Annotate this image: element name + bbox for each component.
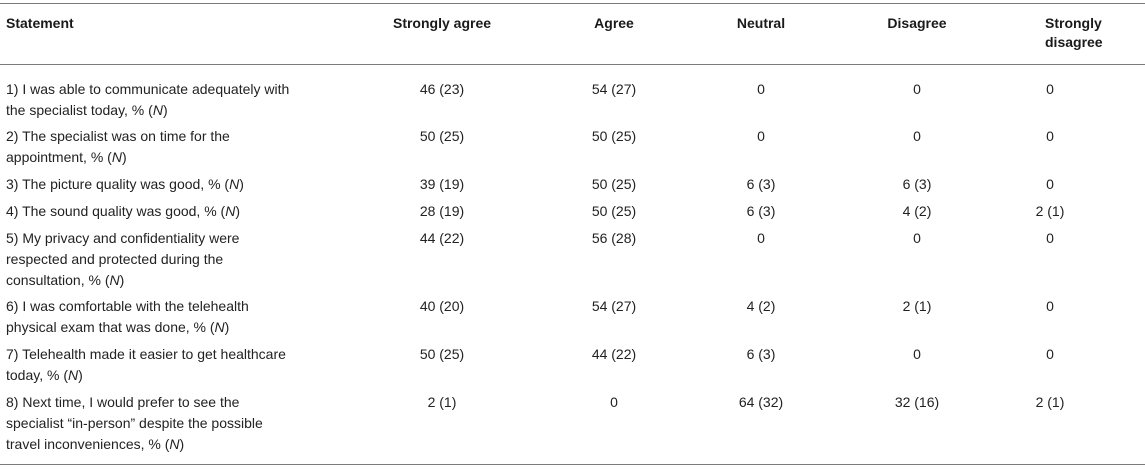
header-strongly-disagree-line1: Strongly [1045, 15, 1102, 31]
strongly-disagree-cell: 0 [1046, 230, 1054, 246]
header-strongly-disagree: Strongly disagree [1045, 14, 1125, 52]
strongly-agree-cell: 46 (23) [419, 81, 465, 97]
header-disagree: Disagree [887, 15, 947, 31]
agree-cell: 50 (25) [591, 176, 637, 192]
strongly-disagree-cell: 0 [1046, 81, 1054, 97]
statement-cell: 8) Next time, I would prefer to see the … [6, 394, 263, 452]
strongly-agree-cell: 28 (19) [419, 203, 465, 219]
strongly-disagree-cell: 0 [1046, 176, 1054, 192]
agree-cell: 50 (25) [591, 203, 637, 219]
disagree-cell: 0 [913, 128, 921, 144]
strongly-disagree-cell: 2 (1) [1035, 203, 1065, 219]
statement-cell: 3) The picture quality was good, % (N) [6, 176, 244, 192]
neutral-cell: 0 [757, 128, 765, 144]
statement-cell: 2) The specialist was on time for the ap… [6, 128, 230, 165]
neutral-cell: 64 (32) [738, 394, 784, 410]
top-rule [0, 3, 1145, 4]
disagree-cell: 0 [913, 346, 921, 362]
statement-cell: 7) Telehealth made it easier to get heal… [6, 346, 286, 383]
bottom-rule [0, 464, 1145, 465]
strongly-agree-cell: 50 (25) [419, 128, 465, 144]
agree-cell: 54 (27) [591, 81, 637, 97]
agree-cell: 54 (27) [591, 298, 637, 314]
header-rule [0, 64, 1145, 65]
strongly-agree-cell: 2 (1) [427, 394, 457, 410]
statement-cell: 5) My privacy and confidentiality were r… [6, 230, 240, 288]
agree-cell: 0 [610, 394, 618, 410]
disagree-cell: 32 (16) [894, 394, 940, 410]
neutral-cell: 6 (3) [746, 346, 776, 362]
strongly-agree-cell: 39 (19) [419, 176, 465, 192]
statement-cell: 1) I was able to communicate adequately … [6, 81, 290, 118]
neutral-cell: 0 [757, 81, 765, 97]
agree-cell: 44 (22) [591, 346, 637, 362]
header-agree: Agree [594, 15, 634, 31]
agree-cell: 50 (25) [591, 128, 637, 144]
header-neutral: Neutral [736, 15, 786, 31]
disagree-cell: 2 (1) [902, 298, 932, 314]
strongly-agree-cell: 40 (20) [419, 298, 465, 314]
neutral-cell: 6 (3) [746, 176, 776, 192]
disagree-cell: 0 [913, 81, 921, 97]
header-strongly-disagree-line2: disagree [1045, 34, 1103, 50]
neutral-cell: 6 (3) [746, 203, 776, 219]
strongly-agree-cell: 44 (22) [419, 230, 465, 246]
strongly-disagree-cell: 2 (1) [1035, 394, 1065, 410]
header-statement: Statement [6, 15, 74, 31]
statement-cell: 4) The sound quality was good, % (N) [6, 203, 240, 219]
disagree-cell: 6 (3) [902, 176, 932, 192]
header-strongly-agree: Strongly agree [392, 15, 492, 31]
strongly-agree-cell: 50 (25) [419, 346, 465, 362]
strongly-disagree-cell: 0 [1046, 346, 1054, 362]
neutral-cell: 0 [757, 230, 765, 246]
strongly-disagree-cell: 0 [1046, 298, 1054, 314]
disagree-cell: 4 (2) [902, 203, 932, 219]
disagree-cell: 0 [913, 230, 921, 246]
statement-cell: 6) I was comfortable with the telehealth… [6, 298, 249, 335]
neutral-cell: 4 (2) [746, 298, 776, 314]
agree-cell: 56 (28) [591, 230, 637, 246]
strongly-disagree-cell: 0 [1046, 128, 1054, 144]
